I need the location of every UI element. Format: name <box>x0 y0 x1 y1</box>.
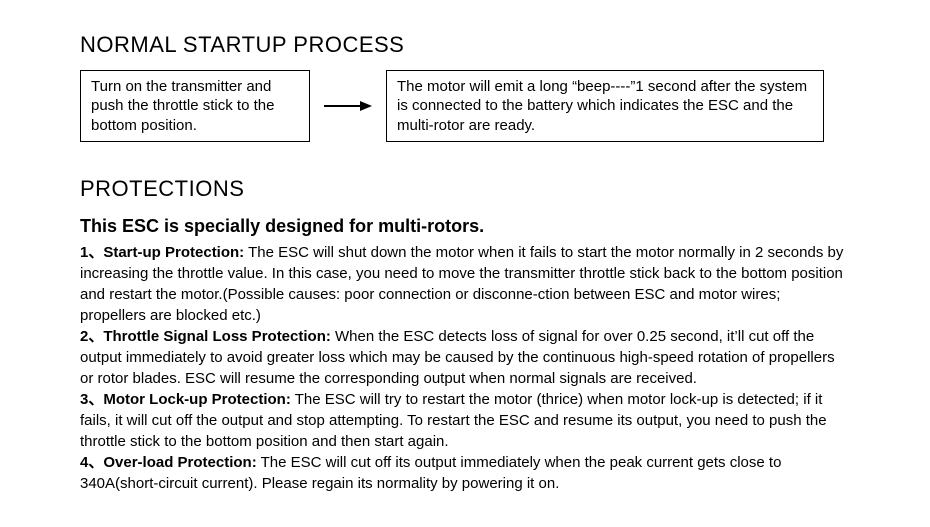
flow-arrow-icon <box>324 100 372 112</box>
protection-item1-label: 1、Start-up Protection: <box>80 244 244 261</box>
protection-item2-label: 2、Throttle Signal Loss Protection: <box>80 328 331 345</box>
protection-item3-label: 3、Motor Lock-up Protection: <box>80 391 291 408</box>
protections-intro: This ESC is specially designed for multi… <box>80 214 850 238</box>
startup-heading: NORMAL STARTUP PROCESS <box>80 30 850 60</box>
protection-item4-label: 4、Over-load Protection: <box>80 454 257 471</box>
flow-box-step2: The motor will emit a long “beep----”1 s… <box>386 70 824 143</box>
protections-heading: PROTECTIONS <box>80 174 850 204</box>
flow-box-step1: Turn on the transmitter and push the thr… <box>80 70 310 143</box>
startup-flow: Turn on the transmitter and push the thr… <box>80 70 850 143</box>
protections-body: 1、Start-up Protection: The ESC will shut… <box>80 242 850 494</box>
